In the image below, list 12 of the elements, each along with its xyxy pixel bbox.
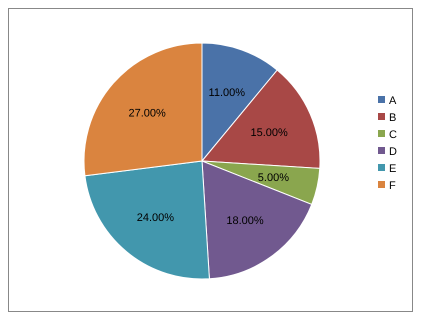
data-label: 15.00% [250, 126, 288, 139]
data-label: 18.00% [226, 215, 264, 228]
legend-label: C [389, 128, 397, 141]
data-label: 24.00% [136, 212, 174, 224]
legend-label: E [389, 162, 396, 175]
data-label: 27.00% [128, 107, 166, 120]
data-label: 5.00% [258, 172, 290, 184]
legend-label: A [389, 94, 397, 107]
data-label: 11.00% [208, 87, 246, 100]
legend-label: F [389, 180, 396, 192]
legend-label: B [389, 112, 396, 124]
legend-label: D [389, 146, 397, 158]
